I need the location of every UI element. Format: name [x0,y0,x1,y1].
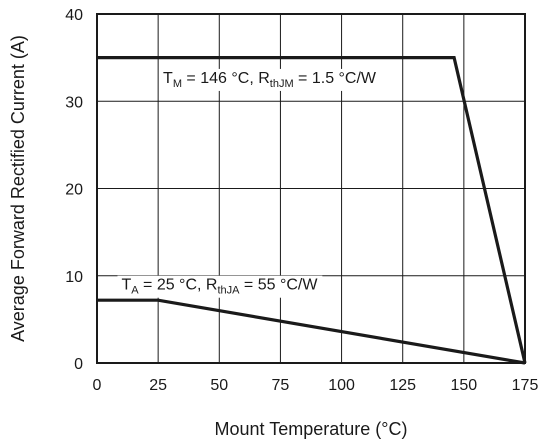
grid [97,14,525,363]
annotation-subscript: thJA [217,285,240,297]
x-tick-label: 125 [389,377,416,394]
y-axis-title: Average Forward Rectified Current (A) [8,35,28,342]
x-tick-label: 75 [272,377,290,394]
annotation-subscript: M [173,78,182,90]
annotation-text: = 146 °C, R [182,70,270,87]
annotation-subscript: thJM [270,78,294,90]
x-tick-label: 175 [512,377,539,394]
annotation-text: = 1.5 °C/W [294,70,377,87]
y-tick-label: 20 [65,182,83,199]
annotation-2: TA = 25 °C, RthJA = 55 °C/W [121,277,318,297]
annotation-text: = 55 °C/W [239,277,318,294]
annotations: TM = 146 °C, RthJM = 1.5 °C/WTA = 25 °C,… [121,70,376,297]
x-tick-label: 100 [328,377,355,394]
annotation-text: T [121,277,131,294]
x-tick-label: 50 [210,377,228,394]
x-tick-label: 0 [93,377,102,394]
x-tick-label: 25 [149,377,167,394]
series-line-2 [97,298,526,365]
x-axis-title: Mount Temperature (°C) [215,419,408,439]
annotation-text: T [163,70,173,87]
annotation-1: TM = 146 °C, RthJM = 1.5 °C/W [163,70,377,90]
y-tick-label: 40 [65,7,83,24]
annotation-text: = 25 °C, R [139,277,218,294]
annotation-background [159,68,381,91]
y-tick-label: 0 [74,356,83,373]
annotation-background [117,275,323,298]
series-line-1 [97,55,527,364]
tick-labels: 0 25 50 75 100 125 150 175 0 10 20 30 40 [65,7,538,394]
annotation-backgrounds [117,68,381,298]
annotation-subscript: A [131,285,139,297]
plot-frame [96,13,526,364]
y-tick-label: 30 [65,94,83,111]
x-tick-label: 150 [451,377,478,394]
series-lines [97,55,527,365]
y-tick-label: 10 [65,269,83,286]
